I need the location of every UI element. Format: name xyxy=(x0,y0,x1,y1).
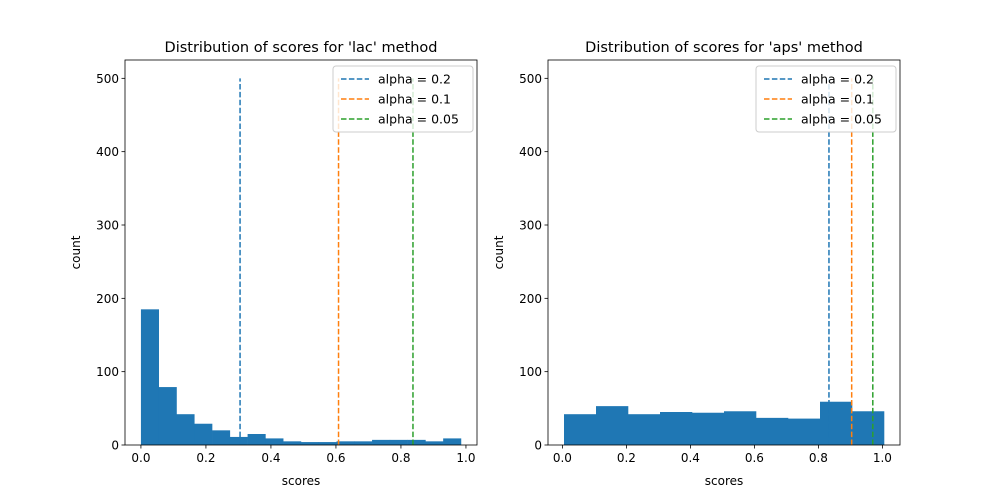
x-tick-label: 0.6 xyxy=(745,451,764,465)
histogram-bar xyxy=(158,387,177,445)
histogram-bar xyxy=(443,438,462,445)
x-tick-label: 1.0 xyxy=(456,451,475,465)
y-tick-label: 100 xyxy=(519,365,542,379)
legend-label: alpha = 0.05 xyxy=(801,112,882,127)
y-tick-label: 500 xyxy=(96,72,119,86)
legend: alpha = 0.2 alpha = 0.1 alpha = 0.05 xyxy=(755,65,897,133)
histogram-bar xyxy=(425,441,444,445)
x-tick-label: 0.8 xyxy=(391,451,410,465)
histogram-bar xyxy=(724,411,757,445)
histogram-bar xyxy=(283,441,302,445)
histogram-bar xyxy=(692,412,725,445)
histogram-bar xyxy=(140,309,160,445)
y-tick-label: 400 xyxy=(519,145,542,159)
x-tick-label: 0.2 xyxy=(617,451,636,465)
subplot-1: 0.0 0.2 0.4 0.6 0.8 1.0 0 100 200 300 400 500 Distri… xyxy=(492,40,901,488)
chart-title: Distribution of scores for 'lac' method xyxy=(165,40,438,56)
x-tick-label: 0.6 xyxy=(326,451,345,465)
legend-label: alpha = 0.2 xyxy=(378,72,451,87)
legend-box xyxy=(332,65,474,133)
histogram-bar xyxy=(176,414,195,445)
y-tick-label: 0 xyxy=(534,439,542,453)
y-axis-label: count xyxy=(492,235,506,269)
y-tick-label: 400 xyxy=(96,145,119,159)
y-tick-label: 200 xyxy=(519,292,542,306)
histogram-bar xyxy=(212,430,231,445)
histogram-bar xyxy=(596,406,629,445)
legend-box xyxy=(755,65,897,133)
histogram-bar xyxy=(407,439,426,445)
x-tick-label: 0.0 xyxy=(131,451,150,465)
legend-label: alpha = 0.2 xyxy=(801,72,874,87)
legend: alpha = 0.2 alpha = 0.1 alpha = 0.05 xyxy=(332,65,474,133)
x-tick-label: 0.2 xyxy=(196,451,215,465)
axes-frame xyxy=(124,59,478,446)
x-axis-label: scores xyxy=(705,474,744,488)
histogram-bar xyxy=(247,434,266,445)
y-tick-label: 300 xyxy=(519,219,542,233)
y-tick-label: 0 xyxy=(111,439,119,453)
histogram-bar xyxy=(372,439,391,445)
legend-label: alpha = 0.1 xyxy=(801,92,874,107)
y-axis-label: count xyxy=(69,235,83,269)
x-axis-label: scores xyxy=(282,474,321,488)
y-tick-label: 100 xyxy=(96,365,119,379)
y-tick-label: 500 xyxy=(519,72,542,86)
legend-label: alpha = 0.1 xyxy=(378,92,451,107)
x-tick-label: 0.0 xyxy=(553,451,572,465)
histogram-bar xyxy=(788,418,821,445)
histogram-bar xyxy=(300,442,320,445)
histogram-bar xyxy=(229,436,248,445)
y-tick-label: 200 xyxy=(96,292,119,306)
histogram-bar xyxy=(389,439,408,445)
histogram-bar xyxy=(318,442,337,445)
legend-label: alpha = 0.05 xyxy=(378,112,459,127)
x-tick-label: 0.8 xyxy=(809,451,828,465)
histogram-bar xyxy=(628,414,661,445)
histogram-bar xyxy=(336,441,355,445)
histogram-bar xyxy=(564,414,597,445)
chart-title: Distribution of scores for 'aps' method xyxy=(585,40,863,56)
x-tick-label: 0.4 xyxy=(261,451,280,465)
x-tick-label: 1.0 xyxy=(873,451,892,465)
x-tick-label: 0.4 xyxy=(681,451,700,465)
histogram-bar xyxy=(265,438,284,445)
histogram-bar xyxy=(852,411,885,445)
histogram-bar xyxy=(756,417,789,445)
axes-frame xyxy=(547,59,901,446)
histogram-bar xyxy=(660,412,693,445)
subplot-0: 0.0 0.2 0.4 0.6 0.8 1.0 0 100 200 300 400 500 Distri… xyxy=(69,40,478,488)
y-tick-label: 300 xyxy=(96,219,119,233)
histogram-bar xyxy=(194,423,213,445)
histogram-bar xyxy=(354,441,373,445)
histogram-bar xyxy=(820,401,853,445)
